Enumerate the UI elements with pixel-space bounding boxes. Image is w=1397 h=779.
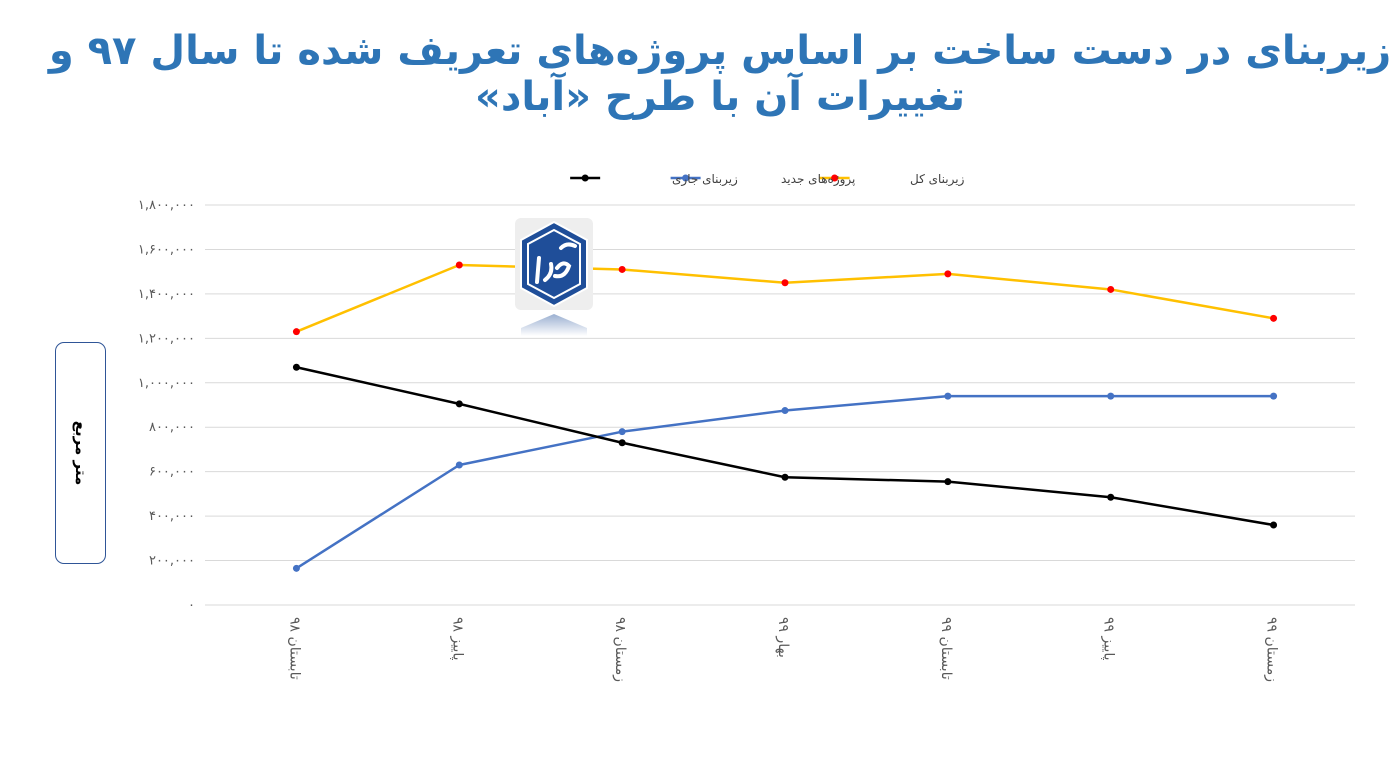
- legend-label: زیربنای کل: [910, 172, 965, 187]
- x-tick-label: زمستان ۹۸: [612, 617, 628, 682]
- data-point: [1107, 493, 1115, 501]
- y-axis-label: متر مربع: [71, 420, 90, 486]
- data-point: [455, 400, 463, 408]
- y-tick-label: ۱,۲۰۰,۰۰۰: [138, 331, 195, 346]
- y-tick-label: ۱,۰۰۰,۰۰۰: [138, 376, 195, 391]
- x-tick-label: پاییز ۹۸: [449, 617, 465, 661]
- data-point: [1107, 392, 1115, 400]
- y-tick-label: ۲۰۰,۰۰۰: [149, 554, 195, 569]
- x-tick-label: بهار ۹۹: [775, 617, 791, 658]
- title-line-2: تغییرات آن با طرح «آباد»: [475, 74, 965, 120]
- data-point: [618, 439, 626, 447]
- data-point: [781, 473, 789, 481]
- data-point: [618, 265, 626, 273]
- y-axis-label-box: متر مربع: [55, 342, 106, 564]
- data-point: [944, 478, 952, 486]
- data-point: [781, 407, 789, 415]
- data-point: [455, 461, 463, 469]
- legend-label: زیربنای جاری: [672, 172, 738, 187]
- y-tick-label: ۱,۶۰۰,۰۰۰: [138, 242, 195, 257]
- y-tick-label: ۰: [188, 598, 195, 613]
- legend: زیربنای کل پروژه‌های جدید زیربنای جاری: [570, 172, 965, 187]
- data-point: [292, 363, 300, 371]
- data-point: [1270, 521, 1278, 529]
- y-tick-label: ۱,۸۰۰,۰۰۰: [138, 198, 195, 213]
- data-point: [1270, 392, 1278, 400]
- legend-swatch-marker: [831, 174, 839, 182]
- data-point: [1270, 314, 1278, 322]
- data-point: [455, 261, 463, 269]
- y-tick-label: ۱,۴۰۰,۰۰۰: [138, 287, 195, 302]
- legend-label: پروژه‌های جدید: [781, 172, 855, 187]
- y-tick-label: ۸۰۰,۰۰۰: [149, 420, 195, 435]
- title-line-1: زیربنای در دست ساخت بر اساس پروژه‌های تع…: [48, 28, 1392, 74]
- data-point: [781, 279, 789, 287]
- abad-logo: [515, 218, 593, 336]
- data-point: [292, 564, 300, 572]
- y-tick-label: ۴۰۰,۰۰۰: [149, 509, 195, 524]
- series-line: [295, 263, 1274, 333]
- x-tick-label: تابستان ۹۹: [938, 617, 954, 680]
- x-tick-label: زمستان ۹۹: [1264, 617, 1280, 682]
- data-point: [292, 328, 300, 336]
- data-point: [944, 270, 952, 278]
- data-point: [1107, 285, 1115, 293]
- x-tick-label: تابستان ۹۸: [286, 617, 302, 680]
- chart-title: زیربنای در دست ساخت بر اساس پروژه‌های تع…: [0, 28, 1397, 120]
- data-point: [618, 428, 626, 436]
- series-line: [295, 394, 1274, 570]
- series-line: [296, 366, 1274, 527]
- legend-swatch-marker: [581, 174, 589, 182]
- legend-swatch-marker: [682, 174, 690, 182]
- data-point: [944, 392, 952, 400]
- y-tick-label: ۶۰۰,۰۰۰: [149, 465, 195, 480]
- x-tick-label: پاییز ۹۹: [1101, 617, 1117, 661]
